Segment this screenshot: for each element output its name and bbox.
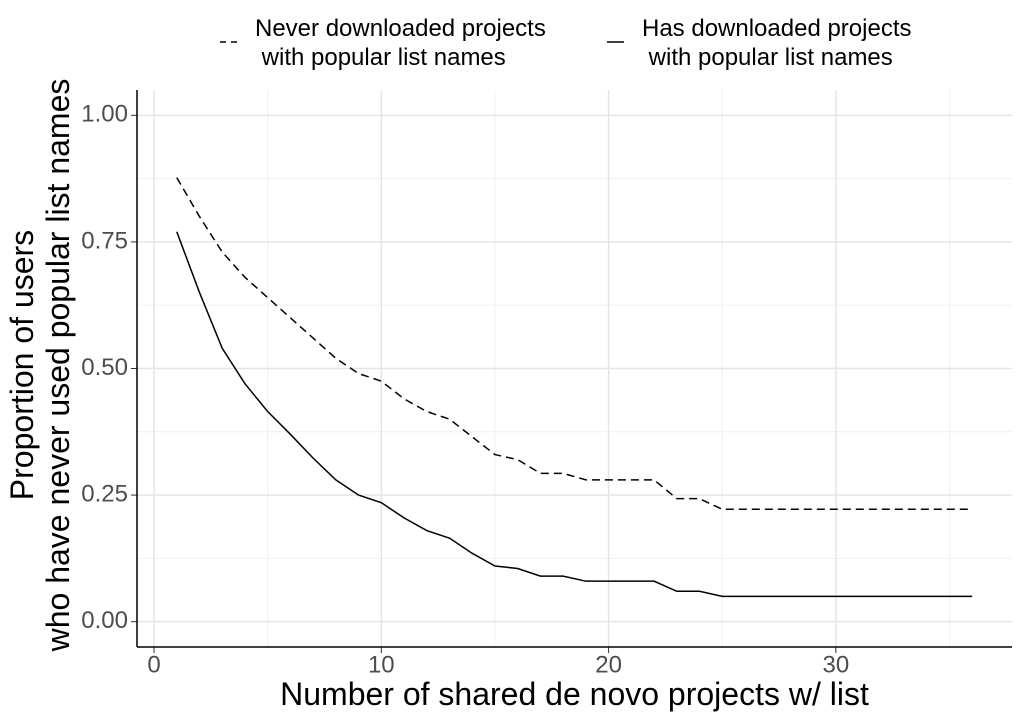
y-tick-label: 0.75: [81, 227, 128, 254]
x-axis-label: Number of shared de novo projects w/ lis…: [280, 676, 869, 712]
x-tick-label: 30: [823, 651, 850, 678]
legend-label: Never downloaded projects with popular l…: [255, 15, 546, 71]
y-tick-label: 0.50: [81, 354, 128, 381]
x-tick-label: 20: [595, 651, 622, 678]
x-tick-label: 0: [147, 651, 160, 678]
y-tick-label: 1.00: [81, 101, 128, 128]
y-tick-label: 0.00: [81, 607, 128, 634]
legend-label: Has downloaded projects with popular lis…: [642, 15, 912, 71]
x-tick-label: 10: [368, 651, 395, 678]
y-tick-label: 0.25: [81, 480, 128, 507]
line-series: [176, 231, 973, 598]
y-axis-label: Proportion of users who have never used …: [4, 78, 76, 652]
line-series: [176, 177, 973, 511]
